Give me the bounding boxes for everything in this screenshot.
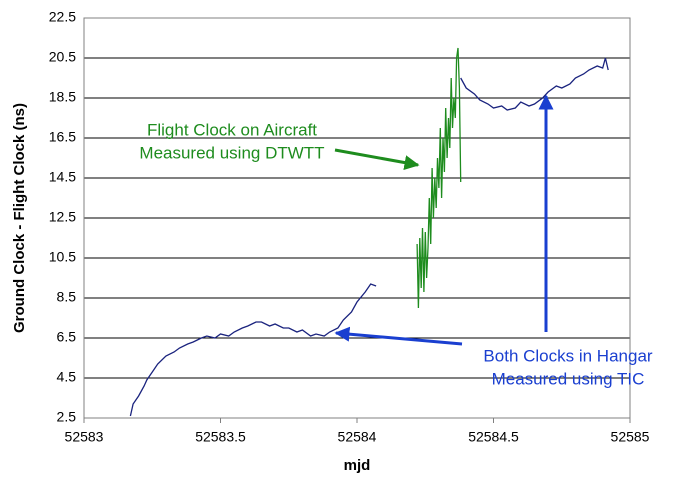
y-tick-label: 14.5 xyxy=(49,169,76,185)
annotation: Measured using DTWTT xyxy=(139,143,324,162)
annotation: Flight Clock on Aircraft xyxy=(147,120,317,139)
x-axis-label: mjd xyxy=(344,457,371,474)
annotation: Both Clocks in Hangar xyxy=(483,346,652,365)
x-tick-label: 52584 xyxy=(338,429,377,445)
y-tick-label: 2.5 xyxy=(57,409,77,425)
y-axis-label: Ground Clock - Flight Clock (ns) xyxy=(11,103,28,333)
y-tick-label: 4.5 xyxy=(57,369,77,385)
y-tick-label: 22.5 xyxy=(49,9,76,25)
annotation-arrow xyxy=(334,148,420,170)
y-tick-label: 18.5 xyxy=(49,89,76,105)
y-tick-label: 8.5 xyxy=(57,289,77,305)
x-tick-label: 52585 xyxy=(611,429,650,445)
annotation-arrow xyxy=(334,326,463,346)
y-tick-label: 10.5 xyxy=(49,249,76,265)
annotation: Measured using TIC xyxy=(492,369,645,388)
y-tick-label: 12.5 xyxy=(49,209,76,225)
y-tick-label: 20.5 xyxy=(49,49,76,65)
y-tick-label: 6.5 xyxy=(57,329,77,345)
y-tick-label: 16.5 xyxy=(49,129,76,145)
series-line xyxy=(129,57,609,417)
x-tick-label: 52583 xyxy=(65,429,104,445)
x-tick-label: 52583.5 xyxy=(195,429,246,445)
series-line xyxy=(416,47,462,309)
x-tick-label: 52584.5 xyxy=(468,429,519,445)
